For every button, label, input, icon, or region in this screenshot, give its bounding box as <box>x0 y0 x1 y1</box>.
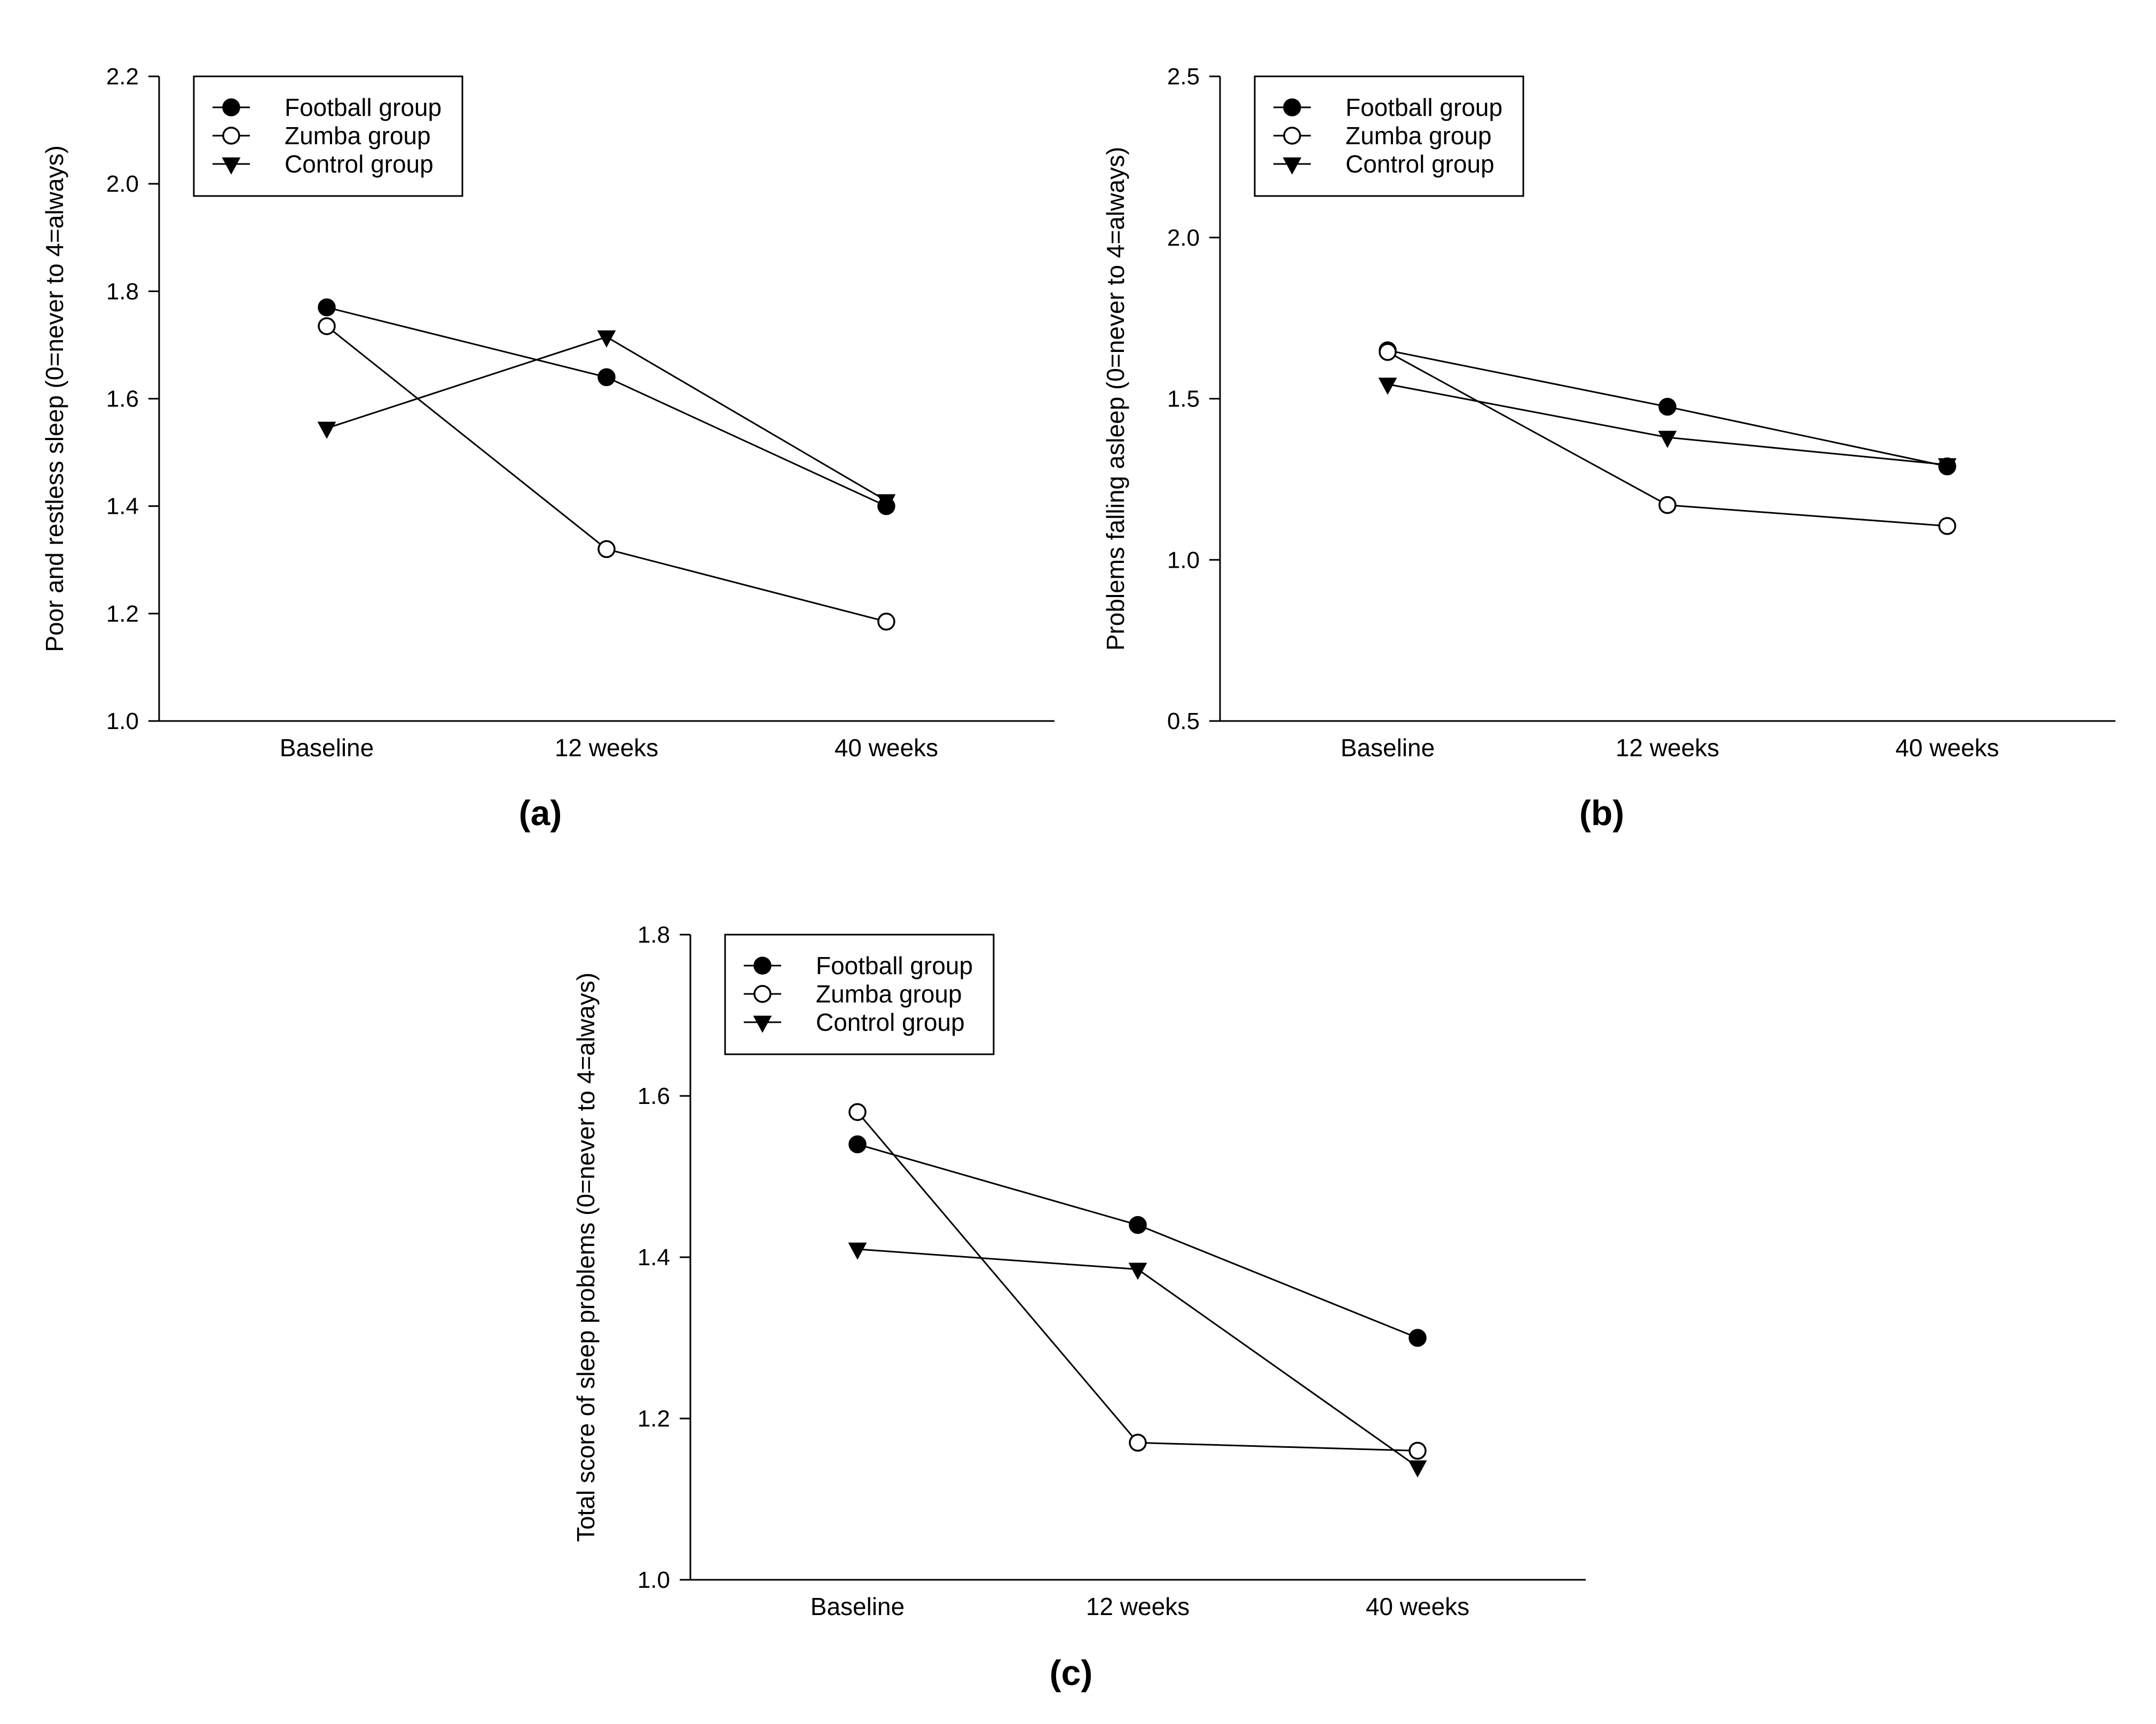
legend-marker-control <box>753 1015 772 1033</box>
data-point-zumba <box>1409 1441 1427 1460</box>
data-point-zumba <box>877 613 895 631</box>
y-tick-label: 1.5 <box>1167 386 1200 412</box>
data-point-control <box>877 494 896 512</box>
panel-label: (c) <box>1050 1653 1093 1692</box>
data-point-zumba <box>597 540 616 558</box>
legend-label-control: Control group <box>816 1008 965 1036</box>
chart-panel-b: 0.5 1.0 1.5 2.0 2.5 Baseline 12 weeks 40 weeks P… <box>1101 64 2115 833</box>
y-tick-label: 2.0 <box>1167 225 1200 251</box>
y-tick-label: 1.8 <box>106 278 139 304</box>
series-line-football <box>857 1143 1418 1339</box>
x-tick-label: 40 weeks <box>1895 734 1999 762</box>
data-point-football <box>318 298 336 317</box>
data-point-control <box>597 330 616 348</box>
panel-label: (a) <box>519 793 562 833</box>
y-tick-label: 1.8 <box>638 922 670 948</box>
data-point-zumba <box>1379 343 1397 361</box>
series-line-control <box>1387 383 1948 466</box>
data-point-football <box>848 1135 867 1154</box>
x-tick-label: 40 weeks <box>1366 1593 1469 1620</box>
legend-label-football: Football group <box>285 93 442 121</box>
data-point-zumba <box>848 1103 867 1121</box>
y-tick-label: 1.4 <box>638 1244 670 1271</box>
panel-label: (b) <box>1579 793 1624 833</box>
x-tick-label: 40 weeks <box>835 734 938 762</box>
y-tick-label: 2.0 <box>106 171 139 197</box>
series-line-zumba <box>856 1111 1418 1452</box>
y-tick-label: 1.4 <box>106 493 139 520</box>
legend-marker-football <box>753 957 772 975</box>
legend-marker-zumba <box>753 985 772 1003</box>
legend-marker-zumba <box>1283 127 1301 145</box>
data-point-control <box>1938 458 1957 476</box>
y-tick-label: 1.2 <box>106 601 139 627</box>
data-point-control <box>1658 430 1677 448</box>
x-tick-label: 12 weeks <box>1086 1593 1190 1620</box>
y-tick-label: 1.0 <box>1167 547 1200 573</box>
data-point-zumba <box>1938 517 1956 535</box>
data-point-football <box>1658 397 1677 416</box>
x-tick-label: 12 weeks <box>555 734 658 762</box>
x-tick-label: 12 weeks <box>1616 734 1719 762</box>
data-point-zumba <box>1658 496 1677 514</box>
data-point-football <box>1129 1216 1147 1234</box>
legend-label-zumba: Zumba group <box>1345 122 1492 150</box>
data-point-control <box>848 1242 867 1260</box>
y-tick-label: 0.5 <box>1167 708 1200 734</box>
data-point-football <box>597 368 616 387</box>
y-tick-label: 1.2 <box>638 1406 670 1432</box>
data-point-zumba <box>1129 1433 1147 1452</box>
y-tick-label: 1.0 <box>106 708 139 734</box>
legend-marker-zumba <box>222 127 240 145</box>
legend-label-football: Football group <box>816 952 973 979</box>
legend-label-zumba: Zumba group <box>285 122 431 150</box>
data-point-zumba <box>318 317 336 335</box>
y-axis-title: Total score of sleep problems (0=never t… <box>572 973 600 1542</box>
legend-label-football: Football group <box>1345 93 1502 121</box>
y-tick-label: 2.5 <box>1167 64 1200 90</box>
legend-marker-control <box>222 157 241 175</box>
legend-label-control: Control group <box>1345 150 1494 178</box>
data-point-control <box>1128 1263 1147 1280</box>
legend-label-control: Control group <box>285 150 434 178</box>
legend-marker-football <box>222 98 240 116</box>
y-axis-title: Problems falling asleep (0=never to 4=al… <box>1101 147 1129 651</box>
data-point-control <box>1408 1460 1427 1478</box>
legend-label-zumba: Zumba group <box>816 980 962 1008</box>
legend-marker-control <box>1282 157 1302 175</box>
series-line-control <box>326 336 887 501</box>
y-tick-label: 2.2 <box>106 64 139 90</box>
y-tick-label: 1.6 <box>106 386 139 412</box>
data-point-football <box>1409 1329 1427 1347</box>
x-tick-label: Baseline <box>280 734 374 762</box>
data-point-control <box>317 421 336 439</box>
y-tick-label: 1.6 <box>638 1083 670 1109</box>
legend-marker-football <box>1283 98 1301 116</box>
chart-panel-a: 1.0 1.2 1.4 1.6 1.8 2.0 2.2 Baseline 12 weeks 40 … <box>41 64 1055 833</box>
chart-panel-c: 1.0 1.2 1.4 1.6 1.8 Baseline 12 weeks 40 weeks T… <box>572 922 1586 1692</box>
x-tick-label: Baseline <box>811 1593 904 1620</box>
x-tick-label: Baseline <box>1341 734 1435 762</box>
data-point-control <box>1378 378 1397 395</box>
legend-box <box>193 75 463 197</box>
y-tick-label: 1.0 <box>638 1567 670 1593</box>
y-axis-title: Poor and restless sleep (0=never to 4=al… <box>41 145 68 652</box>
